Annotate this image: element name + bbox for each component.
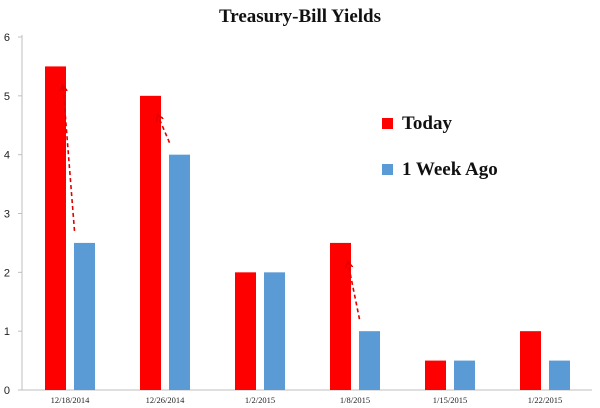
bar-today [520, 331, 541, 390]
chart-title: Treasury-Bill Yields [219, 6, 381, 27]
x-tick-label: 12/26/2014 [146, 395, 185, 405]
bar-today [45, 66, 66, 391]
bar-1-week-ago [549, 360, 570, 390]
bar-1-week-ago [359, 331, 380, 390]
bar-1-week-ago [169, 154, 190, 390]
x-tick-label: 1/15/2015 [433, 395, 467, 405]
y-tick-label: 3 [4, 209, 10, 221]
y-tick-label: 6 [4, 32, 10, 44]
bar-1-week-ago [454, 360, 475, 390]
legend-swatch-today [382, 118, 393, 129]
x-axis: 12/18/2014 12/26/2014 1/2/2015 1/8/2015 1/15… [22, 389, 592, 405]
legend-label-today: Today [402, 113, 452, 134]
bar-today [425, 360, 446, 390]
bar-1-week-ago [264, 272, 285, 390]
x-tick-label: 1/2/2015 [245, 395, 275, 405]
x-tick-label: 1/8/2015 [340, 395, 370, 405]
bars [45, 66, 570, 391]
y-tick-label: 5 [4, 91, 10, 103]
bar-today [235, 272, 256, 390]
x-tick-label: 1/22/2015 [528, 395, 562, 405]
change-arrow [158, 116, 171, 143]
bar-today [330, 242, 351, 390]
y-tick-label: 1 [4, 326, 10, 338]
change-arrow [348, 263, 361, 320]
y-tick-label: 0 [4, 385, 10, 397]
y-tick-label: 4 [4, 150, 10, 162]
change-arrow [63, 86, 76, 231]
arrow-annotations [63, 86, 361, 320]
y-tick-label: 2 [4, 267, 10, 279]
x-tick-label: 12/18/2014 [51, 395, 90, 405]
legend: Today 1 Week Ago [382, 113, 498, 180]
legend-swatch-1-week-ago [382, 164, 393, 175]
legend-label-1-week-ago: 1 Week Ago [402, 159, 498, 180]
bar-1-week-ago [74, 242, 95, 390]
y-axis: 0 1 2 3 4 5 6 [4, 32, 23, 397]
bar-today [140, 95, 161, 390]
